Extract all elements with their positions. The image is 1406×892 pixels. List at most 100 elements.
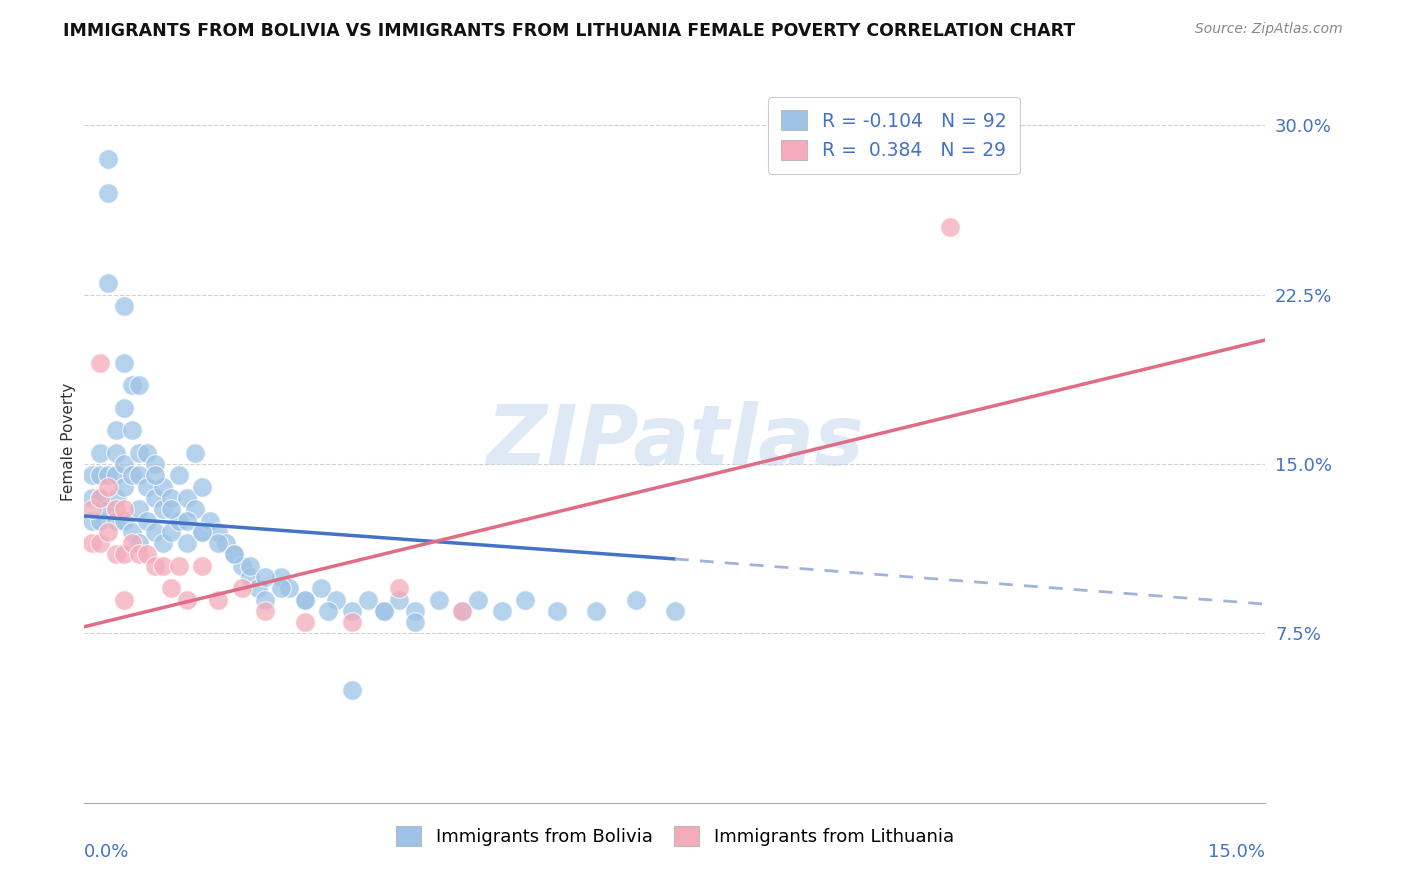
Point [325, 592, 347, 607]
Point [357, 592, 380, 607]
Point [152, 536, 174, 550]
Point [89, 468, 111, 483]
Text: ZIPatlas: ZIPatlas [486, 401, 863, 482]
Point [546, 604, 568, 618]
Point [136, 514, 159, 528]
Point [89, 491, 111, 505]
Point [143, 491, 166, 505]
Point [97, 153, 120, 167]
Point [104, 468, 127, 483]
Point [104, 502, 127, 516]
Point [191, 558, 214, 573]
Point [191, 524, 214, 539]
Point [340, 682, 363, 697]
Point [89, 446, 111, 460]
Point [89, 355, 111, 369]
Point [191, 524, 214, 539]
Point [143, 468, 166, 483]
Point [176, 514, 198, 528]
Point [246, 582, 269, 596]
Point [278, 582, 301, 596]
Point [215, 536, 238, 550]
Point [82, 502, 104, 516]
Point [112, 457, 135, 471]
Point [128, 502, 150, 516]
Point [82, 536, 104, 550]
Point [121, 378, 143, 392]
Point [427, 592, 450, 607]
Point [222, 548, 245, 562]
Point [97, 468, 120, 483]
Point [82, 514, 104, 528]
Point [97, 277, 120, 291]
Point [167, 558, 190, 573]
Point [231, 558, 253, 573]
Point [104, 423, 127, 437]
Point [167, 468, 190, 483]
Text: Source: ZipAtlas.com: Source: ZipAtlas.com [1195, 22, 1343, 37]
Point [89, 491, 111, 505]
Point [82, 491, 104, 505]
Point [664, 604, 686, 618]
Point [121, 468, 143, 483]
Point [128, 446, 150, 460]
Point [207, 524, 229, 539]
Point [467, 592, 489, 607]
Point [515, 592, 537, 607]
Y-axis label: Female Poverty: Female Poverty [60, 383, 76, 500]
Point [388, 592, 411, 607]
Point [373, 604, 395, 618]
Point [191, 480, 214, 494]
Point [121, 536, 143, 550]
Point [207, 536, 229, 550]
Point [239, 570, 262, 584]
Point [136, 548, 159, 562]
Point [404, 615, 426, 630]
Point [585, 604, 607, 618]
Point [128, 468, 150, 483]
Point [160, 582, 183, 596]
Point [388, 582, 411, 596]
Point [404, 604, 426, 618]
Point [373, 604, 395, 618]
Point [222, 548, 245, 562]
Point [97, 480, 120, 494]
Point [143, 558, 166, 573]
Point [104, 446, 127, 460]
Point [121, 423, 143, 437]
Point [136, 446, 159, 460]
Point [112, 502, 135, 516]
Point [340, 604, 363, 618]
Point [112, 401, 135, 415]
Point [97, 502, 120, 516]
Point [128, 548, 150, 562]
Point [136, 480, 159, 494]
Point [318, 604, 340, 618]
Point [309, 582, 332, 596]
Point [340, 615, 363, 630]
Point [143, 457, 166, 471]
Point [183, 502, 205, 516]
Point [160, 524, 183, 539]
Point [254, 604, 277, 618]
Point [451, 604, 474, 618]
Point [160, 491, 183, 505]
Point [112, 548, 135, 562]
Point [624, 592, 647, 607]
Point [128, 378, 150, 392]
Point [152, 502, 174, 516]
Point [89, 514, 111, 528]
Point [167, 514, 190, 528]
Point [294, 592, 316, 607]
Point [176, 491, 198, 505]
Point [152, 480, 174, 494]
Point [239, 558, 262, 573]
Text: 15.0%: 15.0% [1208, 843, 1265, 861]
Point [89, 536, 111, 550]
Point [128, 536, 150, 550]
Point [207, 592, 229, 607]
Point [270, 582, 292, 596]
Point [121, 524, 143, 539]
Point [939, 220, 962, 235]
Point [254, 592, 277, 607]
